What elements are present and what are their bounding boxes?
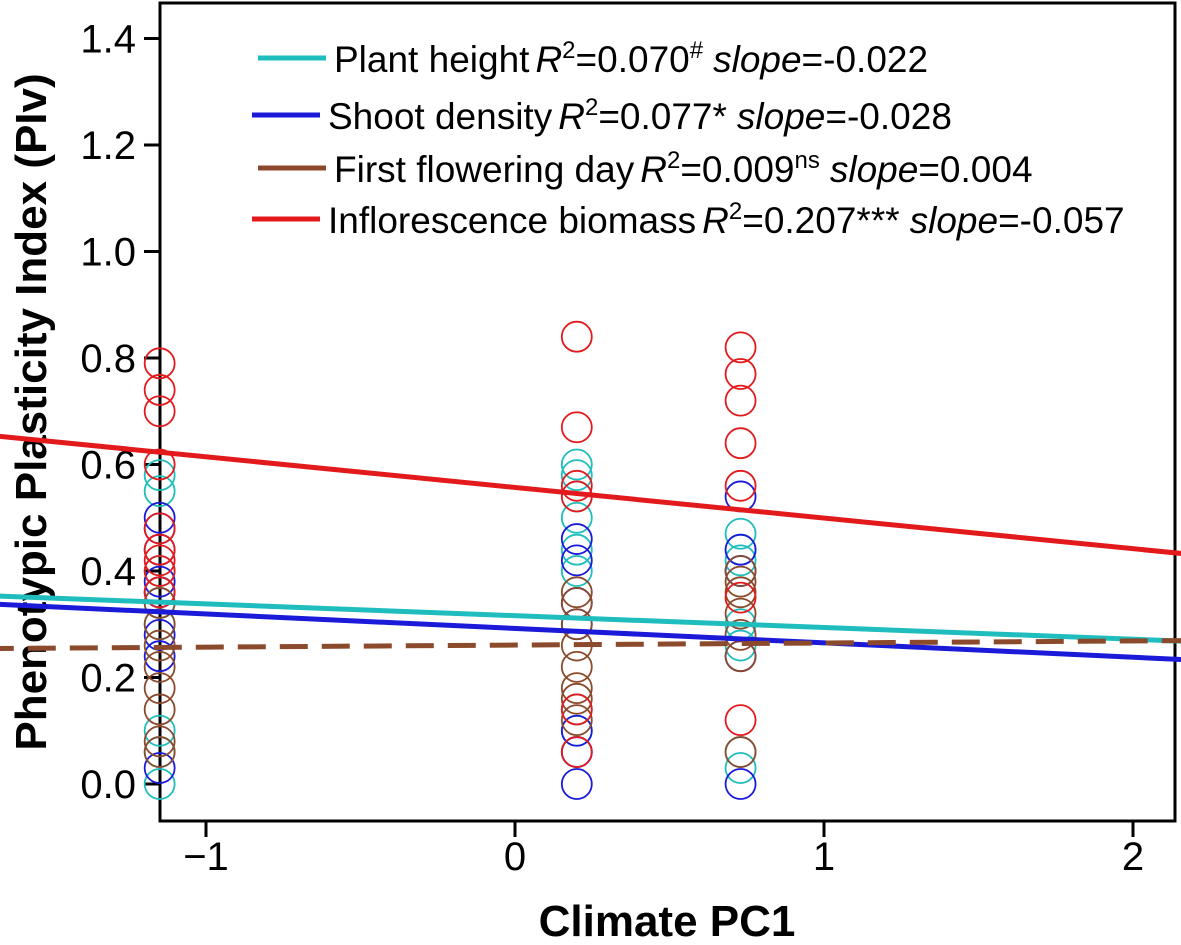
data-point xyxy=(143,650,176,683)
data-point xyxy=(143,725,176,758)
data-point xyxy=(724,576,757,609)
data-point xyxy=(143,475,176,508)
data-point xyxy=(724,384,757,417)
data-point xyxy=(560,693,593,726)
x-tick-label: 2 xyxy=(1122,835,1144,879)
fit-line-shoot-density xyxy=(0,601,1181,662)
data-point xyxy=(143,565,176,598)
data-point xyxy=(143,672,176,705)
axis-ticks: −3−2−101230.00.20.40.60.81.01.21.4 xyxy=(80,18,1144,880)
y-axis-title: Phenotypic Plasticity Index (PIv) xyxy=(7,73,56,750)
data-point xyxy=(724,533,757,566)
data-point xyxy=(724,768,757,800)
data-point xyxy=(143,693,176,726)
data-point xyxy=(143,374,176,406)
data-point xyxy=(724,565,757,598)
data-point xyxy=(560,533,593,566)
data-point xyxy=(143,736,176,768)
y-tick-label: 0.4 xyxy=(80,550,136,594)
data-point xyxy=(143,752,176,784)
fit-line-first-flowering-day xyxy=(0,638,1181,652)
data-point xyxy=(143,640,176,673)
legend: Plant height R2=0.070# slope=-0.022 Shoot d… xyxy=(252,37,1125,241)
data-point xyxy=(143,448,176,481)
legend-entry: Plant height R2=0.070# slope=-0.022 xyxy=(334,37,928,80)
data-point xyxy=(724,736,757,768)
data-point xyxy=(560,704,593,736)
x-tick-label: −1 xyxy=(183,835,229,879)
data-point xyxy=(724,704,757,736)
data-point xyxy=(143,459,176,492)
fit-lines xyxy=(0,433,1181,662)
data-point xyxy=(560,736,593,768)
plot-frame xyxy=(158,1,1177,823)
data-point xyxy=(560,459,593,492)
data-point xyxy=(724,544,757,577)
data-point xyxy=(143,555,176,587)
y-tick-label: 1.2 xyxy=(80,124,136,168)
data-point xyxy=(724,358,757,390)
data-points xyxy=(143,320,757,800)
data-point xyxy=(560,555,593,587)
data-point xyxy=(143,714,176,747)
fit-line-inflorescence-biomass xyxy=(0,433,1181,556)
data-point xyxy=(143,501,176,534)
data-point xyxy=(560,411,593,444)
data-point xyxy=(560,448,593,481)
data-point xyxy=(560,320,593,353)
data-point xyxy=(724,427,757,460)
data-point xyxy=(724,752,757,784)
data-point xyxy=(560,469,593,502)
data-point xyxy=(560,576,593,609)
data-point xyxy=(560,608,593,641)
data-point xyxy=(724,555,757,587)
data-point xyxy=(560,501,593,534)
legend-entry: First flowering day R2=0.009ns slope=0.004 xyxy=(334,147,1033,190)
data-point xyxy=(560,768,593,800)
data-point xyxy=(560,650,593,683)
data-point xyxy=(143,533,176,566)
data-point xyxy=(143,395,176,428)
data-point xyxy=(143,608,176,641)
legend-entry: Inflorescence biomass R2=0.207*** slope=-0… xyxy=(328,198,1125,241)
data-point xyxy=(143,544,176,577)
y-tick-label: 0.2 xyxy=(80,657,136,701)
fit-line-plant-height xyxy=(0,593,1181,644)
data-point xyxy=(560,682,593,715)
y-tick-label: 0.0 xyxy=(80,763,136,807)
data-point xyxy=(724,581,757,614)
y-tick-label: 0.8 xyxy=(80,337,136,381)
data-point xyxy=(724,619,757,651)
data-point xyxy=(560,523,593,555)
data-point xyxy=(724,331,757,364)
x-tick-label: 0 xyxy=(504,835,526,879)
data-point xyxy=(143,347,176,380)
x-axis-title: Climate PC1 xyxy=(539,897,796,945)
data-point xyxy=(143,512,176,545)
legend-entry: Shoot density R2=0.077* slope=-0.028 xyxy=(328,94,952,137)
data-point xyxy=(724,469,757,502)
data-point xyxy=(560,714,593,747)
data-point xyxy=(560,544,593,577)
data-point xyxy=(143,768,176,800)
y-tick-label: 1.4 xyxy=(80,18,136,62)
data-point xyxy=(560,672,593,705)
data-point xyxy=(724,517,757,550)
data-point xyxy=(724,597,757,630)
x-tick-label: 1 xyxy=(813,835,835,879)
data-point xyxy=(143,576,176,609)
y-tick-label: 1.0 xyxy=(80,231,136,275)
